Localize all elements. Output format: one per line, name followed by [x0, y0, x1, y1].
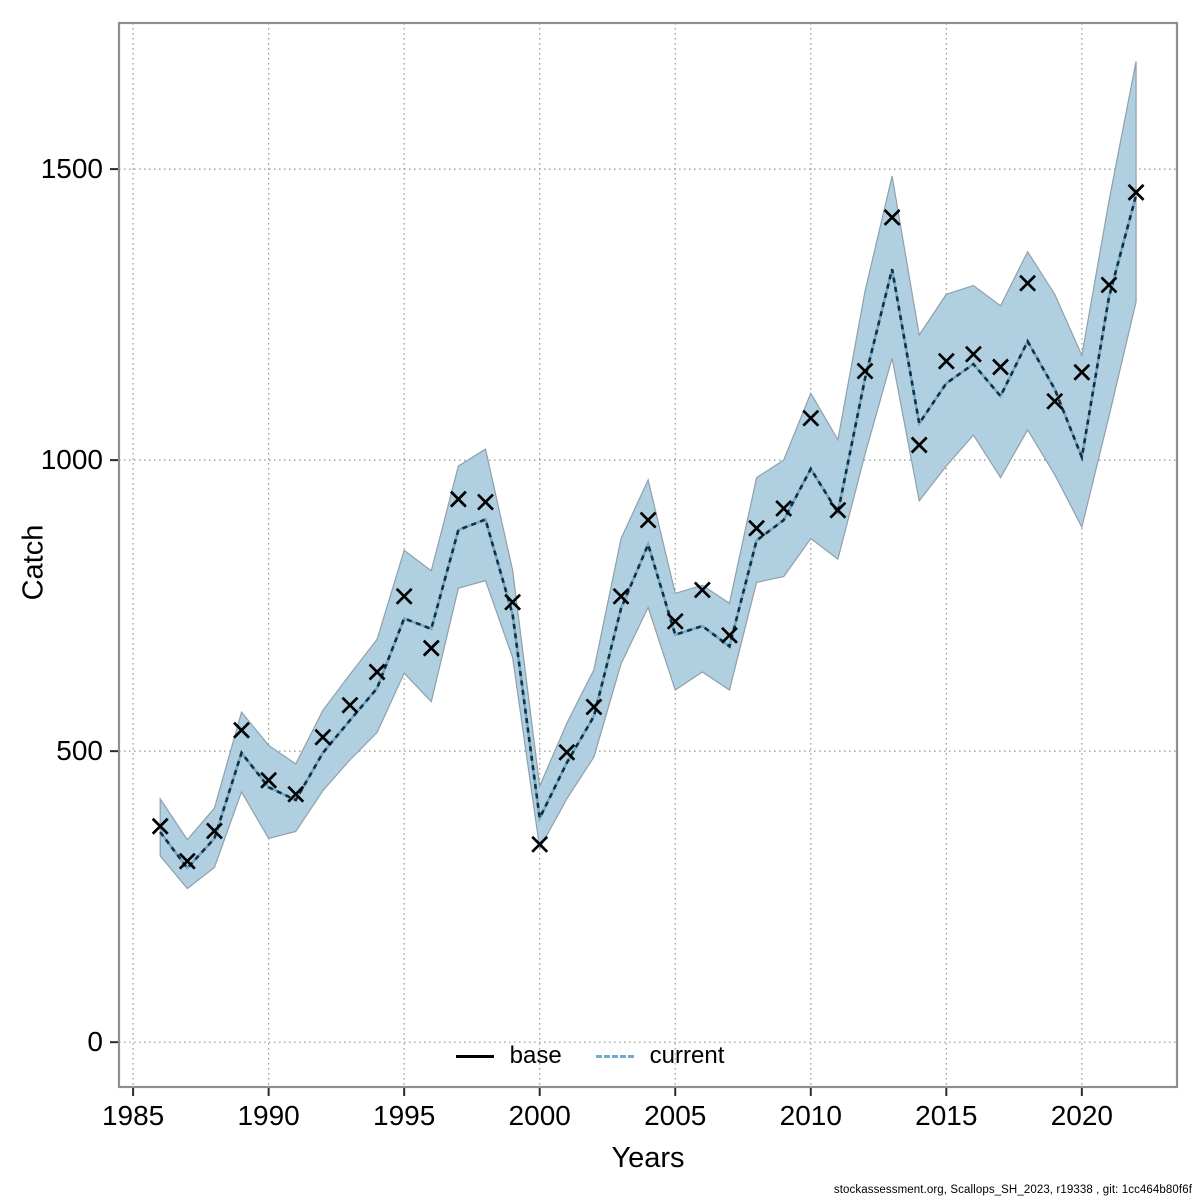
plot-border: [117, 21, 1179, 1089]
base-marker-x: [341, 696, 359, 714]
y-tick-label: 1000: [41, 444, 103, 475]
legend: base current: [430, 1041, 750, 1071]
x-tick-label: 2005: [644, 1100, 706, 1131]
base-line-sample: [455, 1054, 494, 1058]
y-tick-label: 0: [87, 1026, 103, 1057]
base-marker-x: [1019, 274, 1037, 292]
base-marker-x: [205, 822, 223, 840]
base-marker-x: [233, 721, 250, 739]
x-axis-title: Years: [611, 1142, 685, 1174]
legend-label-base: base: [509, 1042, 562, 1069]
base-marker-x: [558, 743, 576, 761]
base-marker-x: [1100, 276, 1118, 294]
footer-source-note: stockassessment.org, Scallops_SH_2023, r…: [833, 1184, 1192, 1196]
current-line: [159, 194, 1138, 871]
base-marker-x: [287, 785, 305, 803]
base-marker-x: [856, 362, 874, 380]
base-marker-x: [883, 208, 901, 226]
x-tick-label: 2020: [1051, 1100, 1113, 1131]
base-marker-x: [910, 436, 928, 454]
y-axis-title: Catch: [17, 524, 50, 601]
base-marker-x: [829, 501, 847, 519]
confidence-band: [159, 61, 1137, 890]
x-tick-label: 2010: [780, 1100, 842, 1131]
base-marker-x: [748, 519, 766, 537]
base-marker-x: [395, 587, 413, 605]
base-marker-x: [531, 835, 549, 853]
base-marker-x: [1073, 363, 1091, 381]
x-tick-label: 1995: [373, 1100, 435, 1131]
base-marker-x: [666, 612, 684, 630]
base-marker-x: [992, 358, 1009, 376]
base-marker-x: [693, 581, 711, 599]
current-line-sample: [595, 1054, 634, 1058]
y-tick-label: 500: [56, 735, 103, 766]
base-marker-x: [721, 626, 738, 644]
base-marker-x: [422, 639, 440, 657]
y-tick-label: 1500: [41, 153, 103, 184]
base-marker-x: [449, 490, 467, 508]
x-tick-label: 1990: [237, 1100, 299, 1131]
base-marker-x: [314, 728, 332, 746]
base-marker-x: [585, 698, 603, 716]
base-marker-x: [937, 352, 955, 370]
base-marker-x: [260, 771, 278, 789]
base-marker-x: [612, 587, 630, 605]
base-marker-x: [368, 663, 386, 681]
legend-label-current: current: [649, 1042, 725, 1069]
base-marker-x: [964, 345, 982, 363]
base-marker-x: [802, 409, 820, 427]
x-tick-label: 1985: [102, 1100, 164, 1131]
base-marker-x: [639, 511, 657, 529]
base-marker-x: [1046, 392, 1064, 410]
base-marker-x: [477, 493, 494, 511]
base-marker-x: [504, 593, 522, 611]
x-tick-label: 2015: [915, 1100, 977, 1131]
base-marker-x: [775, 499, 793, 517]
base-marker-x: [151, 817, 169, 835]
x-tick-label: 2000: [509, 1100, 571, 1131]
legend-item-current: current: [595, 1042, 725, 1070]
base-marker-x: [178, 852, 196, 870]
base-marker-x: [1127, 183, 1145, 201]
legend-item-base: base: [455, 1042, 562, 1070]
